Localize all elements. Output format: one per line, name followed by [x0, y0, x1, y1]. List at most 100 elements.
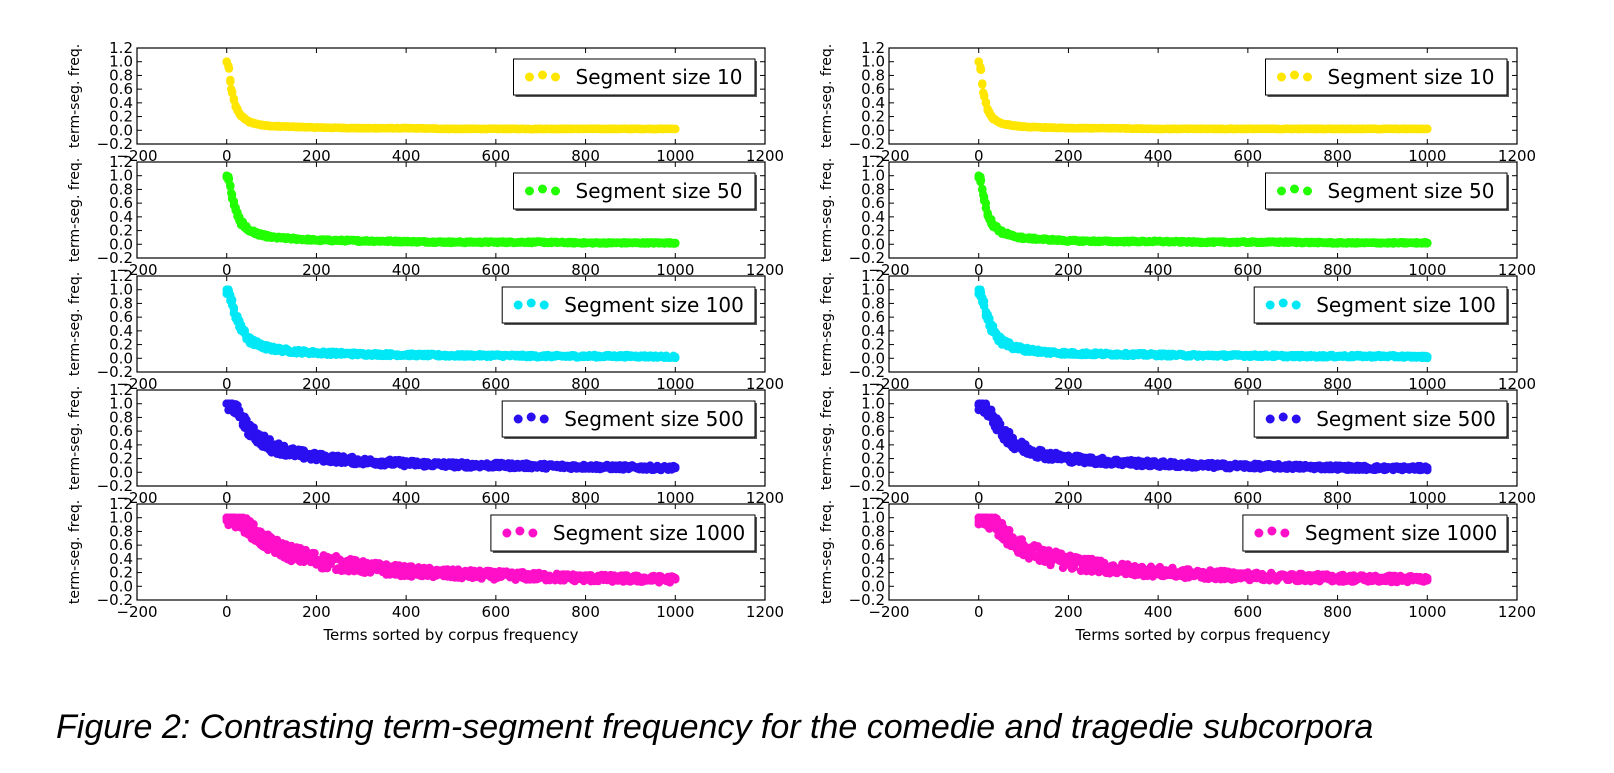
y-tick-label: 1.2 — [861, 267, 885, 285]
data-point — [1041, 123, 1051, 132]
y-tick-label: 0.8 — [861, 66, 885, 84]
data-point — [1008, 121, 1017, 130]
y-tick-label: 0.4 — [861, 94, 885, 112]
y-tick-label: −0.2 — [97, 249, 133, 267]
x-tick-label: 1200 — [746, 603, 784, 621]
y-axis-label: term-seg. freq. — [67, 386, 83, 490]
data-point — [626, 238, 635, 248]
data-point — [536, 124, 545, 134]
data-point — [401, 350, 411, 360]
series-points — [222, 285, 680, 363]
data-point — [222, 57, 231, 66]
y-axis-label: term-seg. freq. — [67, 44, 83, 148]
subplot-tragedie-4: −0.20.00.20.40.60.81.01.2−200 0 200 400 600 8… — [819, 381, 1536, 507]
data-point — [401, 237, 411, 246]
data-point — [312, 556, 321, 565]
x-tick-label: 800 — [571, 375, 600, 393]
x-tick-label: 1200 — [1498, 147, 1536, 165]
x-axis-label: Terms sorted by corpus frequency — [322, 626, 578, 644]
data-point — [231, 311, 240, 320]
data-point — [978, 79, 987, 88]
x-tick-label: 0 — [222, 375, 232, 393]
data-point — [626, 574, 635, 583]
data-point — [1423, 124, 1432, 134]
legend-label: Segment size 10 — [576, 65, 743, 89]
plot-frame — [136, 389, 766, 487]
data-point — [1064, 236, 1073, 246]
data-point — [312, 123, 321, 132]
data-point — [231, 102, 240, 111]
y-tick-label: 0.2 — [109, 450, 133, 468]
y-axis-label: term-seg. freq. — [67, 158, 83, 262]
data-point — [1243, 238, 1253, 247]
data-point — [229, 95, 239, 104]
y-tick-label: 1.0 — [109, 167, 133, 185]
chart-tragedie: −0.20.00.20.40.60.81.01.2−200 0 200 400 600 8… — [819, 39, 1536, 644]
legend-marker — [1290, 70, 1299, 80]
data-point — [536, 461, 545, 471]
x-tick-label: 200 — [302, 147, 331, 165]
data-point — [1333, 124, 1342, 134]
data-point — [265, 435, 274, 444]
data-point — [1333, 238, 1342, 248]
x-tick-label: 200 — [302, 375, 331, 393]
x-tick-label: 1000 — [656, 603, 694, 621]
legend-marker — [1303, 72, 1312, 82]
x-tick-label: 0 — [222, 147, 232, 165]
data-point — [981, 199, 991, 208]
data-point — [671, 575, 680, 584]
y-axis-label: term-seg. freq. — [67, 500, 83, 604]
legend: Segment size 500 — [501, 400, 757, 439]
y-tick-label: 1.2 — [109, 267, 133, 285]
data-point — [1109, 237, 1118, 246]
data-point — [1041, 347, 1051, 357]
series-points — [222, 57, 680, 134]
y-tick-label: 0.6 — [109, 308, 133, 326]
data-point — [491, 124, 501, 134]
data-point — [1198, 351, 1208, 360]
data-point — [227, 84, 236, 94]
data-point — [626, 352, 635, 361]
legend-marker — [538, 184, 547, 194]
data-point — [626, 463, 635, 472]
series-points — [974, 57, 1432, 134]
x-tick-label: 400 — [392, 261, 421, 279]
data-point — [231, 205, 240, 215]
data-point — [1288, 352, 1297, 361]
data-point — [224, 174, 234, 184]
y-tick-label: 1.0 — [109, 53, 133, 71]
x-tick-label: −200 — [116, 261, 157, 279]
plot-frame — [888, 47, 1518, 145]
data-point — [671, 124, 680, 134]
data-point — [357, 350, 366, 359]
x-tick-label: 1200 — [746, 489, 784, 507]
data-point — [446, 569, 456, 579]
data-point — [236, 411, 245, 421]
legend-marker — [551, 186, 560, 196]
y-tick-label: 0.8 — [109, 522, 133, 540]
plot-frame — [136, 275, 766, 373]
data-point — [536, 238, 545, 247]
x-tick-label: 400 — [392, 147, 421, 165]
data-point — [287, 556, 296, 566]
data-point — [581, 462, 590, 471]
data-point — [267, 442, 276, 451]
data-point — [256, 230, 265, 239]
y-tick-label: 1.0 — [861, 53, 885, 71]
x-tick-label: 400 — [392, 489, 421, 507]
legend: Segment size 100 — [501, 286, 757, 325]
legend-marker — [551, 72, 560, 82]
x-tick-label: 1200 — [746, 261, 784, 279]
data-point — [996, 119, 1006, 128]
y-tick-label: 0.4 — [109, 436, 133, 454]
subplot-tragedie-2: −0.20.00.20.40.60.81.01.2−200 0 200 400 600 8… — [819, 153, 1536, 279]
legend: Segment size 100 — [1253, 286, 1509, 325]
x-tick-label: 1000 — [656, 375, 694, 393]
plot-frame — [136, 161, 766, 259]
data-point — [236, 217, 245, 226]
legend-label: Segment size 1000 — [553, 521, 745, 545]
x-tick-label: 400 — [392, 603, 421, 621]
y-axis-label: term-seg. freq. — [819, 272, 835, 376]
data-point — [446, 124, 456, 134]
x-tick-label: 800 — [571, 603, 600, 621]
